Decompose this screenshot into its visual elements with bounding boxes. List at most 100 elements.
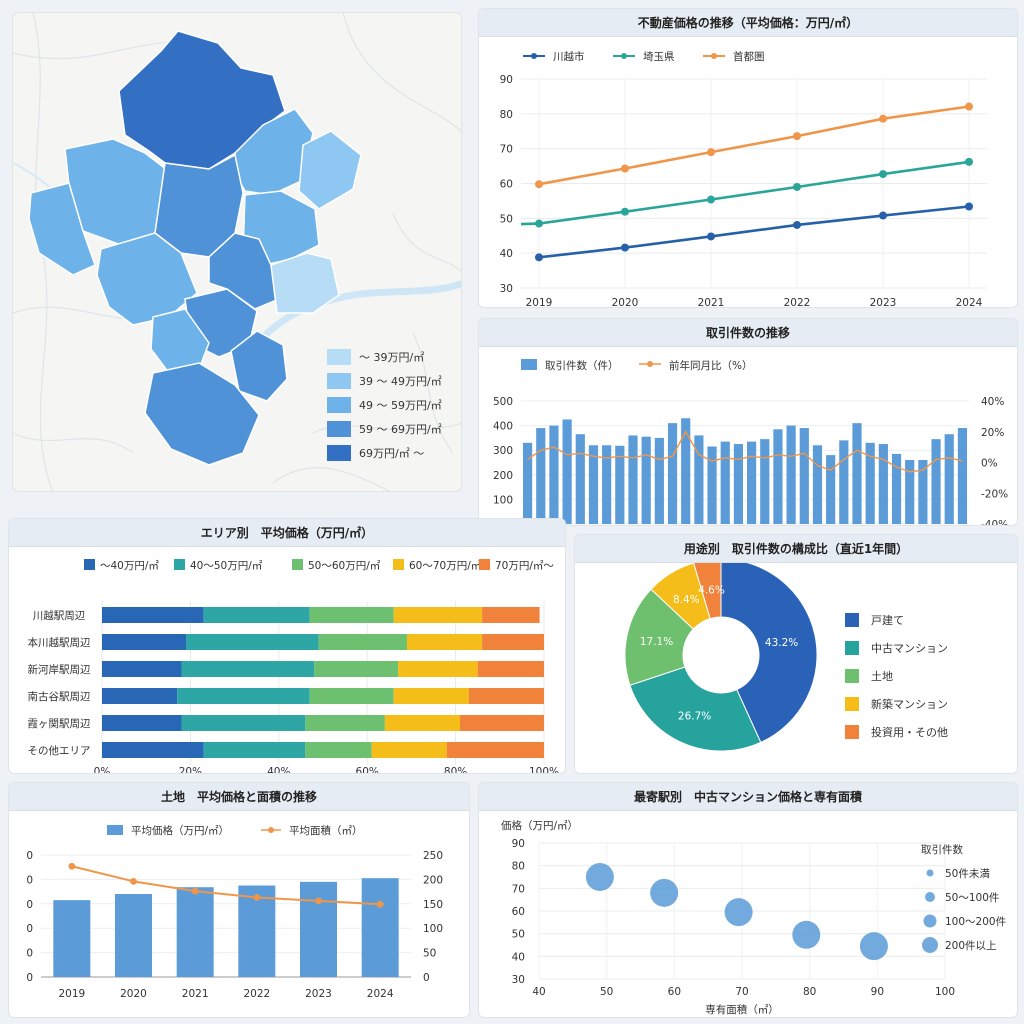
tx-bar-32 <box>931 439 941 524</box>
tx-bar-11 <box>654 437 664 524</box>
map-legend-label-3: 49 ～ 59万円/㎡ <box>359 399 442 412</box>
price-point-2-2019 <box>535 219 543 228</box>
land-line-point-2023 <box>315 897 322 905</box>
area-price-chart: ～40万円/㎡ 40～50万円/㎡ 50～60万円/㎡ 60～70万円/㎡ 70万円/㎡… <box>28 559 559 773</box>
usage-slice-2 <box>629 666 762 752</box>
tx-y-tick-200: 200 <box>493 470 513 482</box>
tx-y-tick-400: 400 <box>493 421 513 433</box>
map-legend-swatch-3 <box>327 397 351 413</box>
condo-station-panel: 最寄駅別 中古マンション価格と専有面積 価格（万円/㎡） 30 40 50 60 70 80… <box>478 782 1018 1018</box>
area-legend-label-4: 60～70万円/㎡ <box>409 560 482 572</box>
map-region-3 <box>28 182 96 276</box>
area-segment-6-1 <box>102 742 204 758</box>
area-segment-3-5 <box>477 661 544 677</box>
land-y-tick-5: 0 <box>26 874 33 886</box>
condo-x-tick-100: 100 <box>935 986 955 998</box>
condo-point-2 <box>650 878 679 907</box>
tx-bar-22 <box>799 428 809 524</box>
condo-size-legend-marker-4 <box>922 937 938 953</box>
price-point-3-2021 <box>707 148 715 157</box>
price-point-2-2022 <box>793 182 801 191</box>
map-legend-swatch-5 <box>327 445 351 461</box>
land-bar-2021 <box>176 887 214 977</box>
tx-bar-20 <box>773 429 783 524</box>
price-series-line-3 <box>538 105 970 186</box>
price-x-tick-2021: 2021 <box>698 297 725 308</box>
price-point-3-2024 <box>965 102 973 111</box>
tx-bar-2 <box>536 428 546 524</box>
area-segment-3-3 <box>314 661 399 677</box>
condo-x-tick-90: 90 <box>871 986 884 998</box>
price-point-2-2020 <box>621 207 629 216</box>
area-segment-2-2 <box>185 634 319 650</box>
area-legend-label-2: 40～50万円/㎡ <box>190 560 263 572</box>
land-y2-tick-6: 250 <box>423 850 443 862</box>
price-point-1-2021 <box>707 232 715 241</box>
land-line-point-2019 <box>68 862 76 870</box>
usage-share-panel: 用途別 取引件数の構成比（直近1年間） 43.2% 26.7% 17.1% 8.4% 4… <box>574 534 1018 774</box>
land-y-tick-1: 0 <box>26 972 33 984</box>
land-bar-2020 <box>115 894 152 977</box>
area-segment-1-4 <box>393 607 483 623</box>
usage-slice-label-1: 43.2% <box>765 637 798 649</box>
area-price-panel: エリア別 平均価格（万円/㎡） ～40万円/㎡ 40～50万円/㎡ 50～60万円/… <box>8 518 566 774</box>
price-point-3-2020 <box>621 164 629 173</box>
price-point-1-2020 <box>621 243 629 252</box>
condo-x-tick-80: 80 <box>803 986 816 998</box>
tx-yoy-line <box>527 430 963 473</box>
usage-share-chart: 43.2% 26.7% 17.1% 8.4%4.6% 戸建て中古マンション土地新築マンシ… <box>624 563 948 752</box>
tx-bar-9 <box>628 435 638 524</box>
area-row-label-4: 南古谷駅周辺 <box>28 690 91 703</box>
land-x-tick-2020: 2020 <box>120 988 147 1000</box>
condo-size-legend-marker-2 <box>925 892 935 902</box>
usage-slice-5 <box>693 563 722 620</box>
river <box>250 279 461 351</box>
map-legend-label-5: 69万円/㎡ ～ <box>359 447 424 460</box>
price-point-2-2024 <box>965 157 973 166</box>
usage-legend-swatch-1 <box>845 613 859 627</box>
condo-y-tick-80: 80 <box>512 861 525 873</box>
condo-y-tick-70: 70 <box>512 883 525 895</box>
condo-y-tick-60: 60 <box>512 906 525 918</box>
area-segment-5-2 <box>181 715 306 731</box>
area-segment-2-3 <box>318 634 407 650</box>
price-series-line-1 <box>538 205 970 259</box>
land-x-tick-2022: 2022 <box>243 988 270 1000</box>
tx-bar-19 <box>760 439 770 524</box>
usage-slice-1 <box>720 563 818 744</box>
tx-bar-25 <box>839 440 849 524</box>
land-y2-tick-5: 200 <box>423 874 443 886</box>
land-legend-line-marker <box>268 827 274 833</box>
land-legend-bar-label: 平均価格（万円/㎡） <box>131 824 229 837</box>
area-segment-6-3 <box>305 742 372 758</box>
tx-bar-5 <box>575 434 585 524</box>
price-legend-label-3: 首都圏 <box>733 50 765 63</box>
price-legend-marker-1 <box>531 53 537 59</box>
usage-slice-label-5: 4.6% <box>698 585 725 597</box>
map-region-10 <box>270 252 340 314</box>
condo-y-axis-label: 価格（万円/㎡） <box>501 819 578 832</box>
land-bar-2019 <box>53 900 91 977</box>
usage-slice-label-2: 26.7% <box>678 710 711 722</box>
condo-size-legend-label-2: 50～100件 <box>945 892 999 904</box>
area-segment-4-3 <box>309 688 394 704</box>
condo-station-chart: 価格（万円/㎡） 30 40 50 60 70 80 90 40 50 60 70 80 90 100 専有面… <box>501 819 1006 1016</box>
land-x-tick-2019: 2019 <box>58 988 85 1000</box>
tx-bar-31 <box>918 460 928 524</box>
land-trend-title: 土地 平均価格と面積の推移 <box>9 783 469 811</box>
tx-bar-23 <box>812 445 823 524</box>
tx-bar-16 <box>720 441 730 524</box>
transactions-chart: 010020030040050040%20%0%-20%-40%取引件数（件）前… <box>493 359 1008 525</box>
tx-y2-tick-4: -20% <box>981 488 1008 500</box>
usage-legend-label-1: 戸建て <box>871 613 904 627</box>
map-legend-swatch-2 <box>327 373 351 389</box>
usage-legend-swatch-4 <box>845 697 859 711</box>
tx-bar-7 <box>602 445 612 524</box>
land-legend-line-label: 平均面積（㎡） <box>289 824 363 837</box>
condo-y-tick-40: 40 <box>512 951 525 963</box>
condo-x-axis-label: 専有面積（㎡） <box>705 1003 779 1016</box>
map-legend-swatch-4 <box>327 421 351 437</box>
map-legend-swatch-1 <box>327 349 351 365</box>
condo-size-legend-marker-1 <box>926 869 934 877</box>
area-segment-2-1 <box>102 634 186 650</box>
